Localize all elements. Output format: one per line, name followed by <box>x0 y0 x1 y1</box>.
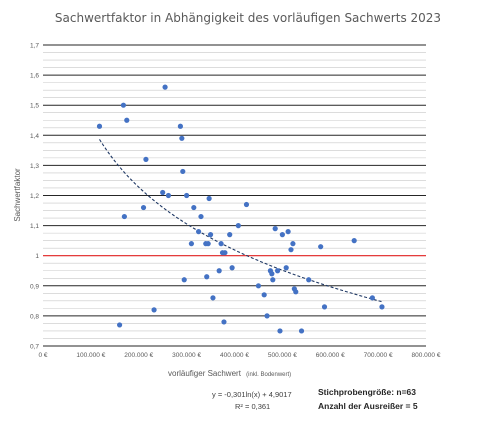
data-point <box>321 304 328 310</box>
y-tick-label: 0,9 <box>30 283 39 290</box>
data-point <box>195 229 202 235</box>
data-point <box>274 268 281 274</box>
data-point <box>120 102 127 108</box>
data-point <box>151 307 157 313</box>
data-point <box>270 277 276 283</box>
data-point <box>210 295 216 301</box>
x-tick-label: 300.000 € <box>172 352 201 359</box>
data-point <box>229 265 235 271</box>
data-point <box>269 271 275 277</box>
data-point <box>379 304 385 310</box>
y-tick-label: 1,4 <box>30 133 39 140</box>
data-point <box>261 292 267 298</box>
data-point <box>198 213 204 220</box>
data-point <box>204 274 210 280</box>
data-point <box>205 241 211 247</box>
y-tick-labels: 0,7 0,8 0,9 1 1,1 1,2 1,3 1,4 1,5 1,6 1,7 <box>30 43 39 351</box>
data-point <box>243 201 250 208</box>
data-point <box>140 204 147 211</box>
x-tick-label: 0 € <box>38 352 47 359</box>
x-axis-label-main: vorläufiger Sachwert <box>168 369 242 378</box>
data-point <box>117 322 123 328</box>
data-point <box>369 295 375 301</box>
data-point <box>165 192 172 199</box>
y-tick-label: 1,2 <box>30 193 39 200</box>
y-tick-label: 1,3 <box>30 163 39 170</box>
data-point <box>277 328 283 334</box>
data-point <box>351 238 357 244</box>
y-tick-label: 1,7 <box>30 43 39 50</box>
y-tick-label: 1 <box>35 253 39 260</box>
data-point <box>191 204 197 211</box>
x-tick-labels: 0 € 100.000 € 200.000 € 300.000 € 400.000 € 5… <box>38 352 440 359</box>
data-point <box>222 250 228 256</box>
data-point <box>255 283 262 289</box>
data-point <box>264 313 270 319</box>
x-tick-label: 100.000 € <box>76 352 105 359</box>
data-point <box>306 277 312 283</box>
data-point <box>218 241 224 247</box>
data-point <box>184 192 190 199</box>
y-tick-label: 1,5 <box>30 103 39 110</box>
trendline <box>99 139 384 303</box>
data-point <box>283 265 289 271</box>
data-point <box>221 319 227 325</box>
data-points <box>96 84 385 334</box>
data-point <box>96 123 103 129</box>
data-point <box>121 213 127 220</box>
x-tick-label: 200.000 € <box>124 352 153 359</box>
y-tick-label: 0,8 <box>30 313 39 320</box>
data-point <box>181 277 187 283</box>
data-point <box>160 189 166 196</box>
gridlines <box>43 44 426 347</box>
y-tick-label: 1,1 <box>30 223 39 230</box>
y-tick-label: 1,6 <box>30 73 39 80</box>
data-point <box>288 247 294 253</box>
data-point <box>124 117 130 123</box>
data-point <box>285 229 291 235</box>
data-point <box>290 241 296 247</box>
data-point <box>206 195 212 202</box>
sample-size-note: Stichprobengröße: n=63 <box>318 387 416 397</box>
x-tick-label: 700.000 € <box>364 352 393 359</box>
data-point <box>227 232 233 238</box>
data-point <box>162 84 168 90</box>
data-point <box>143 156 149 162</box>
data-point <box>293 289 299 295</box>
data-point <box>272 226 278 232</box>
data-point <box>235 223 241 229</box>
x-axis-label-suffix: (inkl. Bodenwert) <box>246 372 291 378</box>
x-tick-label: 400.000 € <box>220 352 249 359</box>
data-point <box>180 168 186 175</box>
x-axis-label: vorläufiger Sachwert (inkl. Bodenwert) <box>168 369 291 378</box>
chart-title: Sachwertfaktor in Abhängigkeit des vorlä… <box>55 11 441 25</box>
data-point <box>279 232 285 238</box>
data-point <box>298 328 305 334</box>
outlier-count-note: Anzahl der Ausreißer = 5 <box>318 401 418 411</box>
x-tick-label: 600.000 € <box>316 352 345 359</box>
trendline-path <box>99 139 384 303</box>
trendline-equation: y = -0,301ln(x) + 4,9017 <box>212 390 292 399</box>
data-point <box>188 241 195 247</box>
data-point <box>318 244 324 250</box>
data-point <box>177 123 184 129</box>
data-point <box>207 232 214 238</box>
x-tick-label: 500.000 € <box>268 352 297 359</box>
x-tick-label: 800.000 € <box>412 352 441 359</box>
r-squared: R² = 0,361 <box>235 402 270 411</box>
data-point <box>179 135 185 141</box>
data-point <box>216 268 222 274</box>
y-tick-label: 0,7 <box>30 344 39 351</box>
y-axis-label: Sachwertfaktor <box>13 168 22 222</box>
